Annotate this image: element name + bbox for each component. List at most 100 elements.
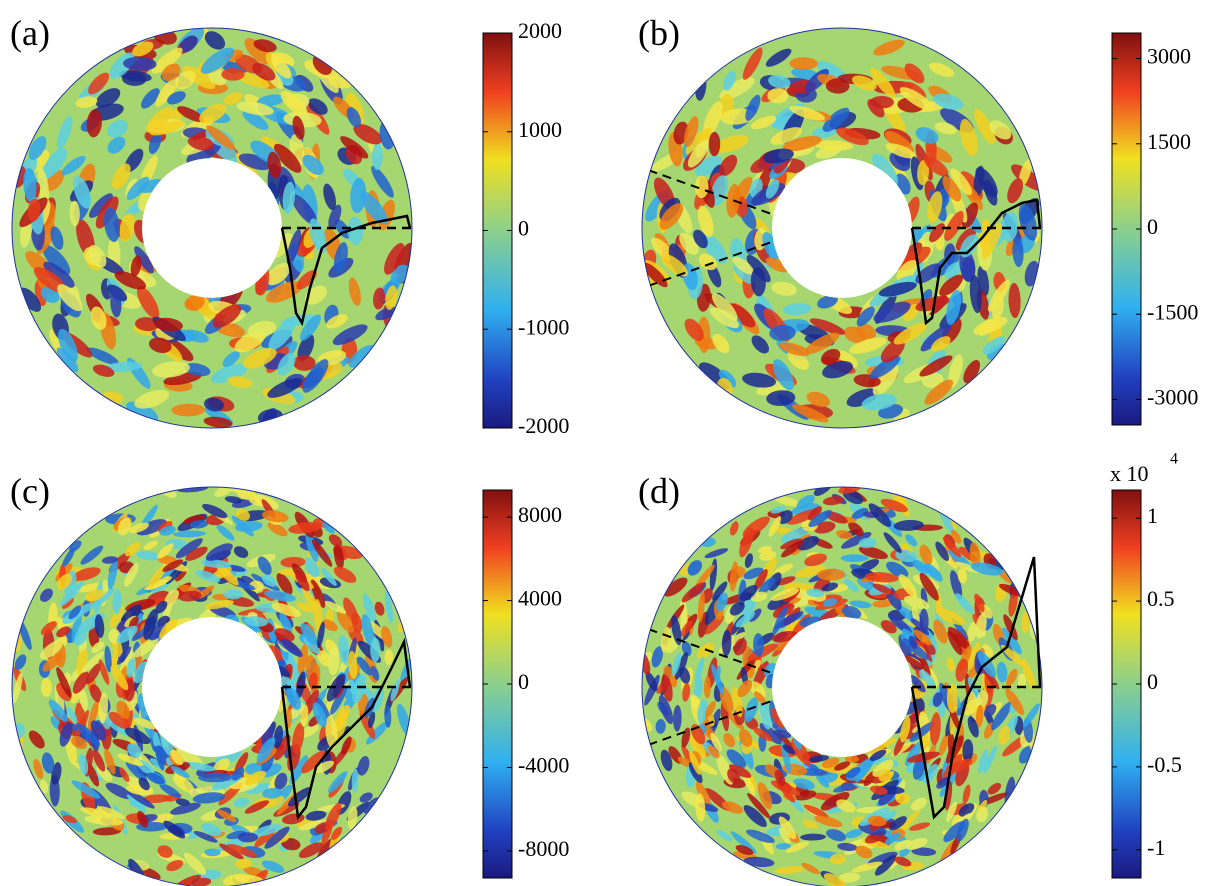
vortex — [72, 671, 89, 694]
vortex — [57, 284, 83, 312]
vortex — [224, 496, 243, 504]
vortex — [757, 782, 773, 810]
panel-label: (b) — [638, 13, 680, 53]
vortex — [735, 611, 756, 628]
vortex — [674, 652, 688, 680]
vortex — [781, 540, 803, 558]
vortex — [40, 677, 53, 697]
vortex — [805, 332, 840, 354]
vortex — [733, 638, 747, 656]
vortex — [801, 862, 820, 875]
vortex — [823, 873, 846, 886]
panel: (c) -8000 -4000 0 4000 8000 — [10, 471, 569, 886]
vortex — [902, 638, 929, 660]
colorbar-exponent: 4 — [1170, 451, 1178, 468]
vortex — [774, 866, 805, 874]
vortex — [789, 57, 818, 70]
vortex — [742, 372, 776, 388]
vortex — [1000, 644, 1024, 666]
vortex — [1005, 688, 1025, 715]
vortex — [335, 704, 351, 725]
outer-edge — [11, 486, 413, 886]
vortex — [806, 588, 825, 598]
vortex — [146, 576, 172, 590]
vortex — [750, 266, 766, 297]
vortex — [697, 316, 711, 354]
vortex — [905, 534, 918, 547]
vortex — [1006, 668, 1018, 687]
vortex — [743, 567, 764, 580]
vortex — [92, 817, 124, 826]
vortex — [1021, 659, 1036, 690]
vortex — [797, 535, 820, 551]
colorbar-tick-label: 0 — [518, 669, 529, 694]
vortex — [328, 204, 342, 229]
vortex — [299, 314, 321, 341]
vortex — [983, 179, 998, 206]
vorticity-field — [642, 487, 1042, 886]
vortex — [919, 544, 933, 566]
vortex — [689, 734, 706, 759]
vortex — [331, 826, 343, 840]
vortex — [56, 347, 79, 373]
vortex — [711, 664, 725, 696]
vortex — [729, 561, 739, 592]
vortex — [191, 877, 212, 886]
vortex — [48, 699, 68, 722]
vortex — [712, 333, 730, 354]
vortex — [778, 342, 811, 357]
vortex — [138, 777, 150, 791]
vortex — [688, 762, 703, 784]
vortex — [338, 635, 351, 666]
vortex — [1018, 159, 1032, 187]
vortex — [146, 106, 173, 133]
vortex — [327, 646, 340, 676]
vortex — [204, 599, 234, 610]
colorbar-multiplier: x 10 — [1110, 461, 1149, 486]
vortex — [12, 672, 23, 704]
vortex — [903, 595, 930, 610]
vortex — [698, 253, 717, 271]
vortex — [266, 262, 291, 286]
vortex — [822, 598, 838, 607]
vortex — [121, 604, 142, 624]
vortex — [350, 177, 367, 214]
vortex — [326, 314, 348, 329]
vortex — [900, 716, 911, 743]
vortex — [802, 819, 819, 829]
vortex — [289, 755, 309, 784]
vortex — [180, 35, 198, 53]
vortex — [172, 874, 201, 886]
vortex — [851, 507, 869, 520]
vortex — [709, 307, 740, 329]
vortex — [731, 686, 743, 718]
vortex — [785, 841, 810, 853]
vortex — [328, 534, 343, 547]
vortex — [72, 567, 101, 581]
vortex — [769, 325, 796, 341]
vortex — [782, 744, 796, 755]
vortex — [998, 725, 1011, 745]
vortex — [663, 577, 688, 597]
vortex — [45, 170, 65, 192]
vortex — [874, 854, 897, 876]
vortex — [109, 605, 125, 628]
vortex — [295, 571, 310, 592]
vortex — [325, 715, 338, 750]
vortex — [775, 576, 796, 586]
vortex — [935, 541, 949, 562]
vortex — [170, 765, 190, 779]
vortex — [359, 792, 373, 803]
vortex — [317, 621, 325, 649]
vortex — [934, 122, 957, 135]
vortex — [778, 816, 797, 840]
vortex — [79, 688, 88, 711]
vortex — [107, 136, 126, 154]
vortex — [256, 94, 285, 107]
vortex — [267, 378, 303, 398]
vortex — [202, 503, 228, 519]
vortex — [71, 780, 101, 799]
vortex — [942, 753, 963, 782]
vortex — [718, 369, 737, 388]
vortex — [729, 521, 739, 536]
